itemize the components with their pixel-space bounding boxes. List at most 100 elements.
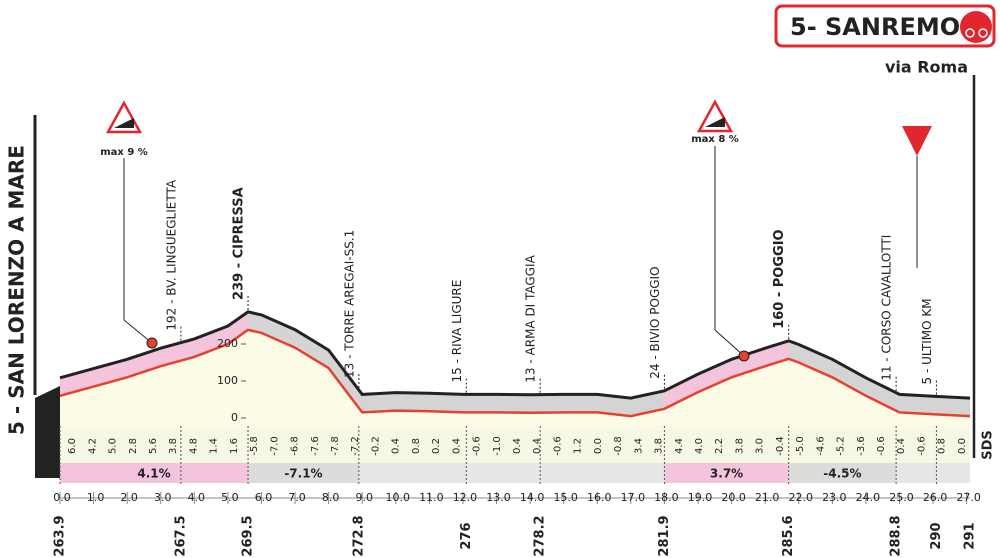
max-gradient: max 8 %	[691, 134, 739, 145]
race-km-label: 281.9	[657, 515, 672, 556]
gradient-label: -5.8	[249, 436, 260, 456]
flamme-rouge	[902, 126, 932, 156]
gradient-label: 0.4	[532, 438, 543, 454]
gradient-label: 0.4	[896, 438, 907, 454]
summit-dot	[738, 350, 750, 362]
summit-dot	[146, 337, 158, 349]
race-km-label: 263.9	[53, 515, 68, 556]
gradient-label: 0.0	[957, 438, 968, 454]
gradient-band	[60, 426, 970, 466]
gradient-label: -0.4	[775, 436, 786, 456]
x-tick-label: 4.0	[188, 491, 206, 504]
x-tick-label: 17.0	[621, 491, 646, 504]
chart-title: 5- SANREMO	[790, 13, 960, 41]
point-label: 13 - TORRE AREGAI-SS.1	[342, 230, 356, 378]
profile-fill	[60, 329, 970, 426]
point-label: 239 - CIPRESSA	[232, 187, 247, 300]
segment	[788, 463, 897, 483]
gradient-label: 1.4	[209, 438, 220, 454]
start-block	[35, 386, 60, 478]
x-tick-label: 16.0	[587, 491, 612, 504]
gradient-label: -5.0	[795, 436, 806, 456]
point-label: 160 - POGGIO	[772, 229, 787, 328]
gradient-label: 0.8	[937, 438, 948, 454]
gradient-label: 3.8	[734, 438, 745, 454]
gradient-label: 0.4	[391, 438, 402, 454]
point-label: 15 - RIVA LIGURE	[450, 280, 464, 383]
gradient-label: 1.2	[573, 438, 584, 454]
segment-label: 3.7%	[710, 467, 743, 481]
profile-line	[59, 328, 971, 418]
gradient-label: 5.0	[108, 438, 119, 454]
segment	[60, 463, 249, 483]
gradient-label: 4.8	[188, 438, 199, 454]
leader	[123, 319, 153, 344]
x-tick-label: 19.0	[688, 491, 713, 504]
y-tick-label: 100	[217, 374, 238, 387]
gradient-label: 0.8	[411, 438, 422, 454]
gradient-label: -5.2	[836, 436, 847, 456]
gradient-label: -6.8	[290, 436, 301, 456]
x-tick-label: 27.0	[956, 491, 981, 504]
x-tick-label: 10.0	[386, 491, 411, 504]
x-tick-label: 26.0	[923, 491, 948, 504]
race-km-label: 267.5	[173, 515, 188, 556]
gradient-label: -0.6	[876, 436, 887, 456]
race-km-label: 272.8	[351, 515, 366, 556]
gradient-label: 6.0	[67, 438, 78, 454]
gradient-label: 4.4	[674, 438, 685, 454]
x-tick-label: 11.0	[419, 491, 444, 504]
gradient-label: -0.6	[552, 436, 563, 456]
max-sign-icon	[114, 118, 134, 128]
x-tick-label: 22.0	[788, 491, 813, 504]
gradient-label: 3.0	[755, 438, 766, 454]
gradient-label: -7.8	[330, 436, 341, 456]
segment	[664, 463, 789, 483]
gradient-label: 4.2	[87, 438, 98, 454]
gradient-label: 0.4	[451, 438, 462, 454]
point-label: 11 - CORSO CAVALLOTTI	[880, 235, 894, 381]
point-label: 192 - BV. LINGUEGLIETTA	[164, 179, 178, 331]
x-tick-label: 13.0	[486, 491, 511, 504]
gradient-label: -4.6	[815, 436, 826, 456]
gradient-label: 0.4	[512, 438, 523, 454]
gradient-label: -1.0	[492, 436, 503, 456]
finish-icon-wheel	[978, 28, 988, 38]
gradient-label: 1.6	[229, 438, 240, 454]
gradient-label: 3.8	[168, 438, 179, 454]
point-label: 13 - ARMA DI TAGGIA	[524, 254, 538, 382]
gradient-label: 5.6	[148, 438, 159, 454]
profile-top	[60, 311, 970, 417]
x-tick-label: 7.0	[288, 491, 306, 504]
point-label: 5 - ULTIMO KM	[920, 298, 934, 384]
race-km-label: 276	[459, 522, 474, 549]
climb-face	[664, 340, 789, 409]
x-tick-label: 8.0	[322, 491, 340, 504]
gradient-label: -7.0	[269, 436, 280, 456]
climb-face	[60, 311, 249, 396]
segment-label: 4.1%	[137, 467, 170, 481]
gradient-label: 3.8	[654, 438, 665, 454]
gradient-label: -7.6	[310, 436, 321, 456]
x-tick-label: 14.0	[520, 491, 545, 504]
race-km-label: 285.6	[781, 515, 796, 556]
profile-ridge	[59, 310, 971, 400]
race-km-label: 291	[963, 522, 978, 549]
gradient-label: 3.4	[633, 438, 644, 454]
x-tick-label: 23.0	[822, 491, 847, 504]
logo: SDS	[981, 430, 996, 460]
x-tick-label: 12.0	[453, 491, 478, 504]
x-tick-label: 3.0	[154, 491, 172, 504]
gradient-label: -0.6	[916, 436, 927, 456]
segment	[248, 463, 359, 483]
start-label: 5 - SAN LORENZO A MARE	[5, 145, 29, 435]
gradient-label: -0.2	[370, 436, 381, 456]
race-km-label: 278.2	[533, 515, 548, 556]
y-tick-label: 0	[231, 411, 238, 424]
gradient-label: 0.0	[593, 438, 604, 454]
title-box	[774, 4, 996, 48]
race-km-label: 269.5	[241, 515, 256, 556]
x-tick-label: 0.0	[53, 491, 71, 504]
x-tick-label: 21.0	[755, 491, 780, 504]
